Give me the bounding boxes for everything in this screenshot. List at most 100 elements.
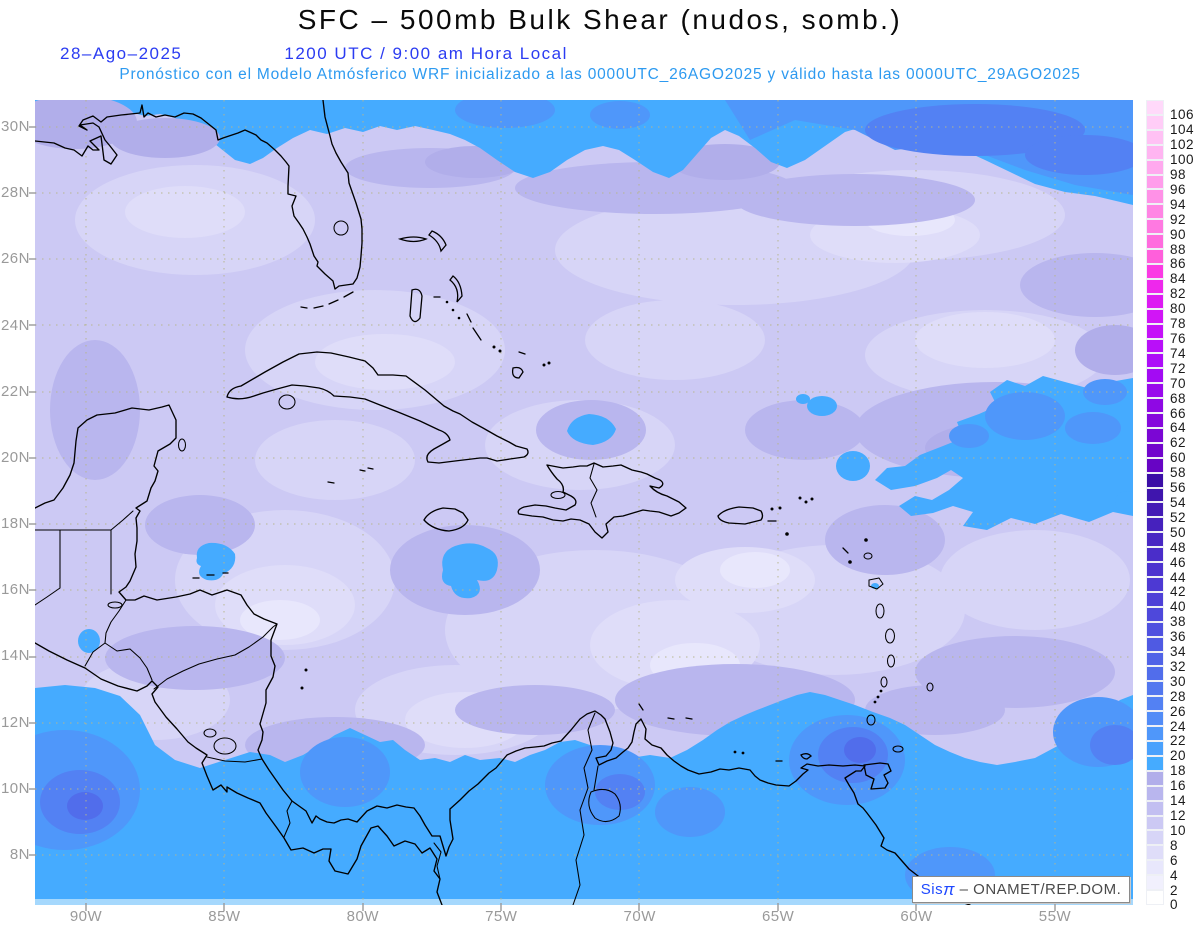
legend-value: 70 [1170,375,1187,391]
legend-color-swatch [1146,800,1164,816]
legend-value: 100 [1170,151,1195,167]
legend-color-swatch [1146,860,1164,876]
legend-entry: 106 [1146,100,1200,121]
legend-entry: 64 [1146,413,1200,434]
coast-trinidad [863,762,892,790]
legend-value: 54 [1170,494,1187,510]
onamet-credit: – ONAMET/REP.DOM. [954,881,1122,898]
legend-color-swatch [1146,278,1164,294]
legend-value: 48 [1170,539,1187,555]
legend-entry: 48 [1146,532,1200,553]
legend-color-swatch [1146,636,1164,652]
legend-color-swatch [1146,353,1164,369]
legend-value: 74 [1170,345,1187,361]
country-borders [35,510,596,905]
graticule [35,100,1133,905]
legend-color-swatch [1146,666,1164,682]
legend-value: 90 [1170,226,1187,242]
legend-entry: 86 [1146,249,1200,270]
legend-value: 6 [1170,852,1179,868]
legend-color-swatch [1146,398,1164,414]
legend-color-swatch [1146,427,1164,443]
legend-color-swatch [1146,621,1164,637]
legend-value: 104 [1170,122,1195,138]
legend-entry: 100 [1146,144,1200,166]
legend-color-swatch [1146,770,1164,786]
legend-value: 40 [1170,599,1187,615]
legend-entry: 56 [1146,472,1200,494]
lat-label: 22N [0,382,30,400]
legend-color-swatch [1146,174,1164,190]
map-canvas [29,100,1133,911]
model-run-info: Pronóstico con el Modelo Atmósferico WRF… [119,66,1081,83]
legend-color-swatch [1146,293,1164,309]
legend-value: 64 [1170,420,1187,436]
legend-value: 52 [1170,509,1187,525]
lon-label: 75W [485,908,518,925]
lon-label: 65W [761,908,795,925]
legend-color-swatch [1146,502,1164,518]
legend-value: 94 [1170,196,1187,212]
legend-entry: 16 [1146,770,1200,792]
lat-label: 12N [0,713,30,731]
legend-value: 78 [1170,315,1187,331]
legend-value: 66 [1170,405,1187,421]
lat-label: 30N [0,118,30,135]
legend-entry: 62 [1146,427,1200,449]
coast-mainland-pacific [35,642,443,905]
legend-value: 12 [1170,807,1187,823]
legend-color-swatch [1146,547,1164,563]
pi-symbol: π [943,879,955,899]
legend-entry: 68 [1146,383,1200,404]
legend-color-swatch [1146,651,1164,667]
legend-value: 16 [1170,777,1187,793]
legend-value: 20 [1170,748,1187,764]
legend-color-swatch [1146,830,1164,846]
legend-value: 30 [1170,673,1187,689]
lon-label: 70W [623,908,656,925]
legend-color-swatch [1146,472,1164,488]
legend-entry: 22 [1146,726,1200,747]
legend-value: 28 [1170,688,1187,704]
legend-entry: 18 [1146,755,1200,777]
legend-value: 42 [1170,584,1187,600]
lon-label: 60W [900,908,933,925]
legend-value: 68 [1170,390,1187,406]
legend-value: 96 [1170,181,1187,197]
lat-label: 14N [0,647,30,665]
legend-color-swatch [1146,159,1164,175]
legend-color-swatch [1146,308,1164,324]
legend-value: 32 [1170,658,1187,674]
lat-label: 10N [0,779,30,797]
legend-color-swatch [1146,263,1164,279]
legend-color-swatch [1146,845,1164,861]
legend-value: 44 [1170,569,1187,585]
legend-color-swatch [1146,681,1164,697]
shear-field-map [29,100,1133,911]
legend-value: 58 [1170,464,1187,480]
legend-color-swatch [1146,383,1164,399]
axis-ticks [29,126,1056,911]
legend-color-swatch [1146,338,1164,354]
legend-value: 80 [1170,300,1187,316]
legend-entry: 70 [1146,368,1200,389]
longitude-axis: 90W 85W 80W 75W 70W 65W 60W 55W [56,908,1085,925]
legend-entry: 28 [1146,681,1200,703]
legend-entry: 84 [1146,263,1200,285]
legend-color-swatch [1146,726,1164,741]
lat-label: 18N [0,515,30,533]
legend-color-swatch [1146,711,1164,727]
legend-entry: 72 [1146,353,1200,375]
lon-label: 90W [69,908,103,925]
legend-entry: 36 [1146,621,1200,643]
legend-entry: 90 [1146,219,1200,240]
legend-entry: 0 [1146,890,1200,911]
legend-entry: 74 [1146,338,1200,360]
legend-value: 82 [1170,286,1187,302]
legend-entry: 40 [1146,591,1200,613]
legend-color-swatch [1146,368,1164,384]
legend-value: 86 [1170,256,1187,272]
legend-color-swatch [1146,591,1164,607]
legend-color-swatch [1146,517,1164,533]
lon-label: 80W [346,908,380,925]
